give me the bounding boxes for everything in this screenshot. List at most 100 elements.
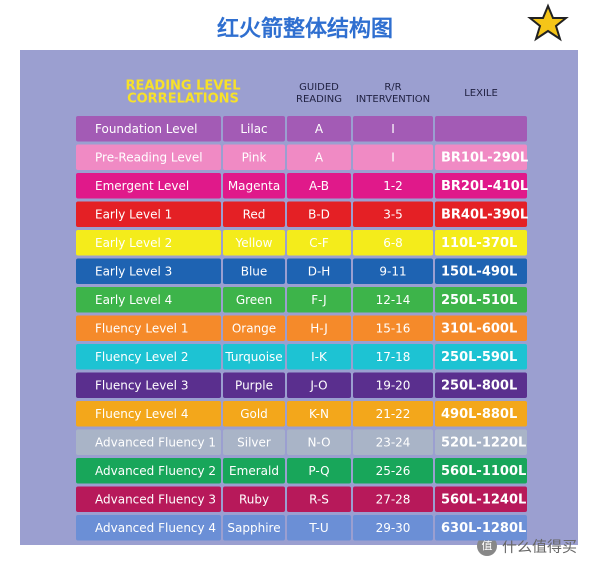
title: 红火箭整体结构图 (217, 16, 393, 42)
cell-text: Pink (242, 150, 267, 164)
column-header: READING (296, 94, 342, 105)
lexile: 250L-510L (441, 293, 517, 308)
cell-text: Lilac (240, 122, 267, 136)
level-name: Early Level 4 (95, 293, 172, 307)
cell-text: 9-11 (379, 264, 406, 278)
cell (287, 144, 351, 170)
cell (76, 116, 221, 142)
column-header: GUIDED (299, 82, 339, 93)
cell-text: A-B (309, 179, 329, 193)
cell-text: Purple (235, 378, 273, 392)
cell (76, 144, 221, 170)
lexile: 520L-1220L (441, 435, 526, 450)
cell-text: Yellow (235, 236, 273, 250)
cell (435, 173, 527, 199)
cell (353, 258, 433, 284)
cell-text: J-O (309, 378, 327, 392)
cell (287, 201, 351, 227)
cell (223, 144, 285, 170)
cell (287, 230, 351, 256)
level-name: Foundation Level (95, 122, 197, 136)
cell-text: 12-14 (376, 293, 411, 307)
cell-text: H-J (310, 321, 328, 335)
cell (435, 201, 527, 227)
level-name: Advanced Fluency 1 (95, 435, 216, 449)
cell-text: Blue (241, 264, 268, 278)
cell (435, 458, 527, 484)
cell-text: 3-5 (383, 207, 403, 221)
cell (287, 315, 351, 341)
cell-text: A (315, 150, 324, 164)
cell (353, 372, 433, 398)
cell-text: T-U (308, 521, 328, 535)
cell (287, 401, 351, 427)
lexile: 250L-800L (441, 378, 517, 393)
cell (353, 315, 433, 341)
cell (435, 401, 527, 427)
column-header: R/R (384, 82, 401, 93)
cell (435, 287, 527, 313)
level-name: Fluency Level 2 (95, 350, 188, 364)
cell (287, 116, 351, 142)
cell-text: Emerald (229, 464, 279, 478)
cell (435, 372, 527, 398)
level-name: Early Level 2 (95, 236, 172, 250)
cell (435, 486, 527, 512)
cell-text: I-K (311, 350, 328, 364)
cell (76, 230, 221, 256)
level-name: Advanced Fluency 4 (95, 521, 216, 535)
cell (223, 201, 285, 227)
lexile: 490L-880L (441, 407, 517, 422)
cell (223, 315, 285, 341)
cell (223, 458, 285, 484)
cell (223, 401, 285, 427)
cell-text: Turquoise (224, 350, 282, 364)
cell-text: 15-16 (376, 321, 411, 335)
cell-text: Ruby (239, 492, 269, 506)
cell (287, 287, 351, 313)
cell (287, 173, 351, 199)
cell (435, 144, 527, 170)
cell (353, 287, 433, 313)
lexile: 250L-590L (441, 350, 517, 365)
cell-text: Gold (240, 407, 268, 421)
cell-text: Silver (237, 435, 271, 449)
cell-text: F-J (311, 293, 326, 307)
cell (353, 429, 433, 455)
cell-text: R-S (309, 492, 329, 506)
lexile: 110L-370L (441, 236, 517, 251)
cell (223, 486, 285, 512)
cell (76, 258, 221, 284)
cell (353, 515, 433, 541)
cell (353, 344, 433, 370)
cell (353, 458, 433, 484)
cell-text: Sapphire (227, 521, 280, 535)
cell (287, 486, 351, 512)
cell (223, 372, 285, 398)
cell (353, 486, 433, 512)
table-title: READING LEVEL (125, 79, 240, 94)
cell-text: Red (243, 207, 266, 221)
lexile: 150L-490L (441, 264, 517, 279)
cell-text: N-O (307, 435, 330, 449)
table-title: CORRELATIONS (127, 92, 239, 107)
level-name: Emergent Level (95, 179, 189, 193)
cell (76, 458, 221, 484)
cell-text: 23-24 (376, 435, 411, 449)
cell-text: B-D (308, 207, 330, 221)
level-name: Fluency Level 3 (95, 378, 188, 392)
cell (76, 315, 221, 341)
cell (435, 116, 527, 142)
cell-text: C-F (309, 236, 329, 250)
cell (287, 258, 351, 284)
cell (435, 515, 527, 541)
cell (223, 429, 285, 455)
cell (76, 201, 221, 227)
cell-text: 29-30 (376, 521, 411, 535)
cell (76, 486, 221, 512)
cell (76, 372, 221, 398)
cell-text: 25-26 (376, 464, 411, 478)
cell (287, 458, 351, 484)
cell-text: Magenta (228, 179, 280, 193)
